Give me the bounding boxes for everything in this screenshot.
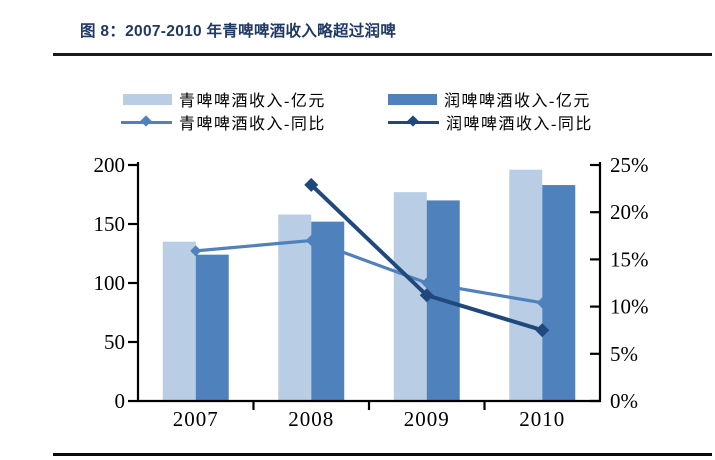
legend-label: 润啤啤酒收入-同比 <box>446 116 593 133</box>
legend-item-qingpi-yoy: 青啤啤酒收入-同比 <box>121 114 326 133</box>
right-axis-tick-label: 15% <box>610 247 649 271</box>
legend-swatch-qingpi-revenue <box>123 93 172 105</box>
left-axis-tick-label: 150 <box>94 212 126 236</box>
legend-label: 青啤啤酒收入-亿元 <box>179 93 326 110</box>
bottom-border-rule <box>53 453 712 456</box>
runpi-yoy-marker-icon <box>304 177 319 192</box>
x-axis-category-label: 2008 <box>288 407 334 431</box>
qingpi-revenue-bar-2008 <box>278 214 312 401</box>
legend-label: 青啤啤酒收入-同比 <box>179 116 326 133</box>
legend-swatch-runpi-revenue <box>388 93 437 105</box>
left-axis-tick-label: 200 <box>94 153 126 177</box>
qingpi-yoy-marker-icon <box>190 245 202 257</box>
left-axis-tick-label: 100 <box>94 271 126 295</box>
legend-item-qingpi-revenue: 青啤啤酒收入-亿元 <box>123 91 326 110</box>
x-axis-category-label: 2010 <box>519 407 565 431</box>
x-axis-category-label: 2009 <box>404 407 450 431</box>
qingpi-revenue-bar-2007 <box>162 241 196 401</box>
right-axis-tick-label: 0% <box>610 389 638 413</box>
runpi-revenue-bar-2008 <box>311 221 345 401</box>
right-axis-tick-label: 25% <box>610 153 649 177</box>
right-axis-tick-label: 5% <box>610 342 638 366</box>
runpi-revenue-bar-2010 <box>542 185 576 401</box>
runpi-revenue-bar-2007 <box>195 254 229 401</box>
title-divider-rule <box>53 53 712 56</box>
legend-line-marker-icon <box>388 115 439 127</box>
legend-item-runpi-yoy: 润啤啤酒收入-同比 <box>388 114 593 133</box>
runpi-yoy-marker-icon <box>535 323 550 338</box>
left-axis-tick-label: 50 <box>104 330 125 354</box>
legend-item-runpi-revenue: 润啤啤酒收入-亿元 <box>388 91 591 110</box>
left-axis-tick-label: 0 <box>115 389 126 413</box>
figure-title: 图 8：2007-2010 年青啤啤酒收入略超过润啤 <box>80 23 397 40</box>
right-axis-tick-label: 10% <box>610 295 649 319</box>
right-axis-tick-label: 20% <box>610 200 649 224</box>
qingpi-revenue-bar-2010 <box>509 169 543 401</box>
legend-line-marker-icon <box>121 115 172 127</box>
legend-label: 润啤啤酒收入-亿元 <box>444 93 591 110</box>
qingpi-yoy-line <box>195 238 543 305</box>
runpi-yoy-marker-icon <box>419 288 434 303</box>
x-axis-category-label: 2007 <box>173 407 219 431</box>
